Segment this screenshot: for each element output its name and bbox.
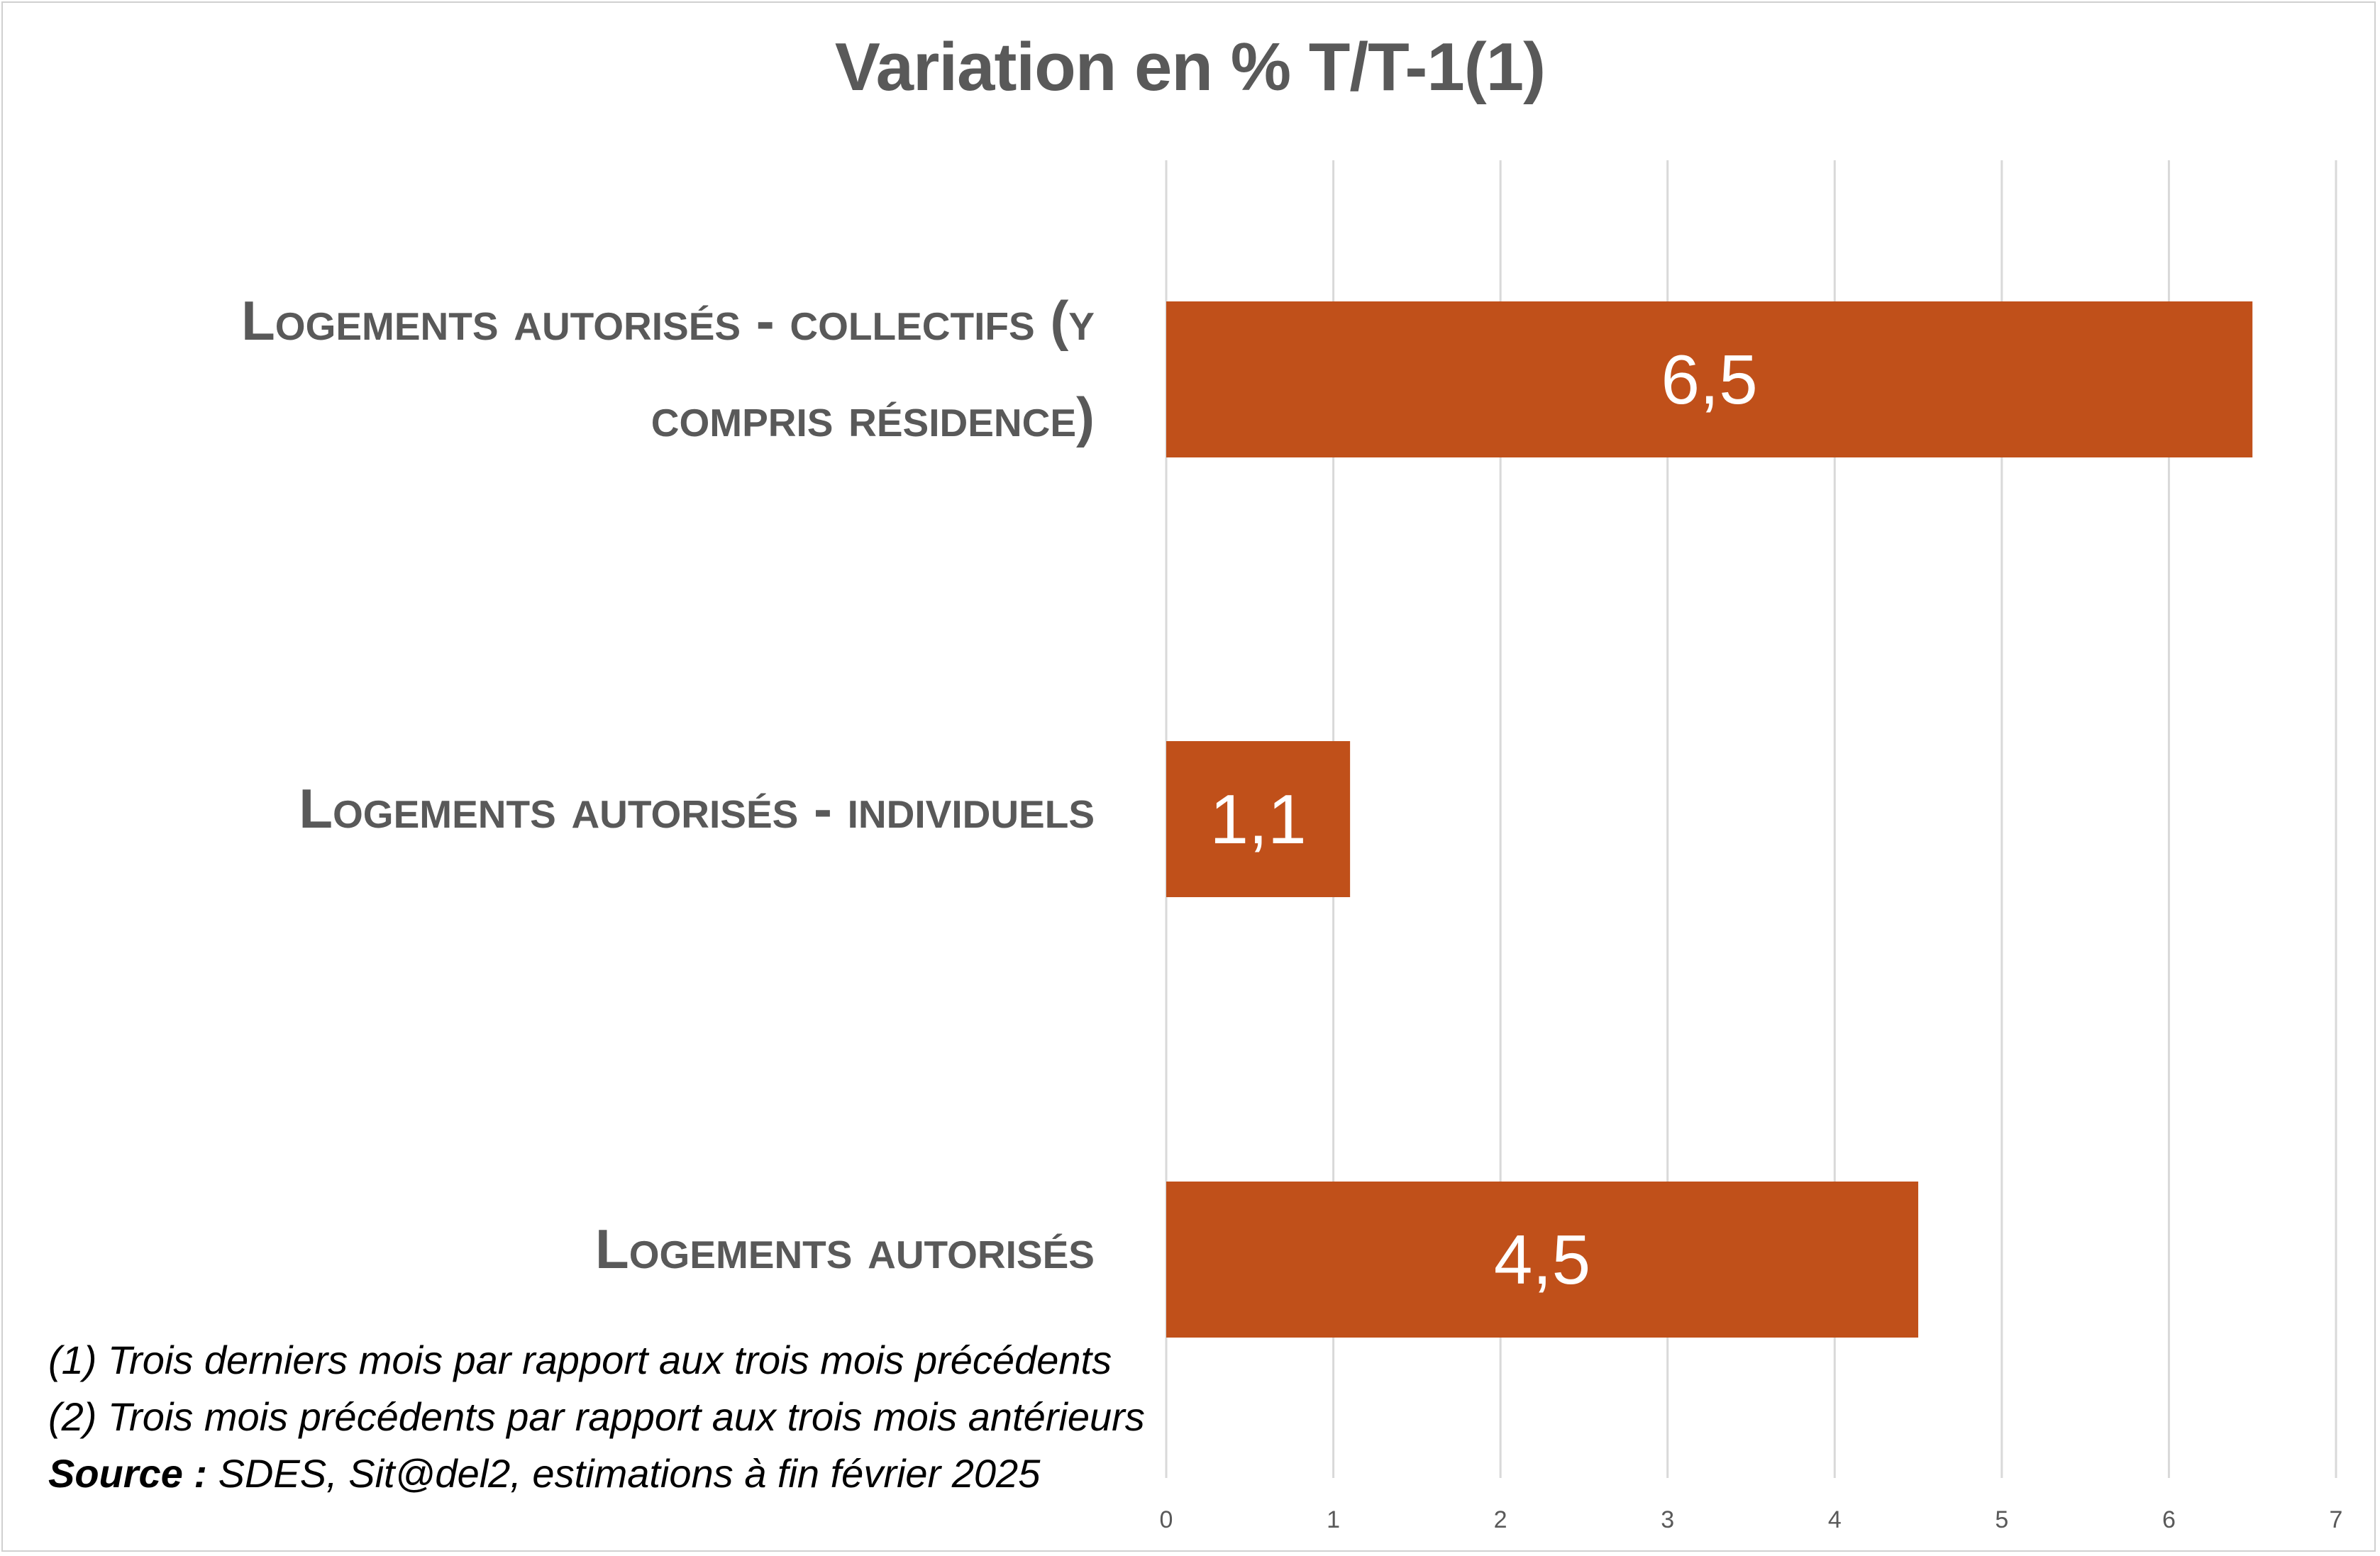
category-label: Logements autorisés [595, 1201, 1095, 1297]
category-label-line: compris résidence) [651, 386, 1095, 448]
footnote-1: (1) Trois derniers mois par rapport aux … [48, 1338, 1112, 1382]
x-tick-label: 2 [1494, 1506, 1507, 1533]
x-tick-label: 4 [1828, 1506, 1842, 1533]
bar [1166, 301, 2253, 457]
x-tick-label: 1 [1327, 1506, 1340, 1533]
category-label: Logements autorisés - collectifs (y compr… [241, 272, 1095, 465]
x-tick-label: 0 [1160, 1506, 1173, 1533]
category-label-line: Logements autorisés - individuels [299, 777, 1095, 840]
x-tick-label: 7 [2330, 1506, 2343, 1533]
bar [1166, 741, 1351, 897]
bar-data-label: 4,5 [1494, 1221, 1590, 1299]
category-label: Logements autorisés - individuels [299, 760, 1095, 857]
x-tick-label: 5 [1995, 1506, 2008, 1533]
bar-data-label: 1,1 [1210, 780, 1306, 858]
source-text: SDES, Sit@del2, estimations à fin févrie… [207, 1451, 1041, 1496]
category-label-line: Logements autorisés - collectifs (y [241, 289, 1095, 352]
category-label-line: Logements autorisés [595, 1218, 1095, 1280]
bar-data-label: 6,5 [1661, 340, 1757, 418]
footnote-2: (2) Trois mois précédents par rapport au… [48, 1394, 1145, 1439]
chart-title: Variation en % T/T-1(1) [834, 29, 1546, 105]
source-label: Source : [48, 1451, 208, 1496]
x-tick-label: 6 [2162, 1506, 2176, 1533]
bar [1166, 1182, 1919, 1338]
footnotes: (1) Trois derniers mois par rapport aux … [48, 1332, 1145, 1502]
x-tick-label: 3 [1661, 1506, 1674, 1533]
source-line: Source : SDES, Sit@del2, estimations à f… [48, 1445, 1145, 1502]
